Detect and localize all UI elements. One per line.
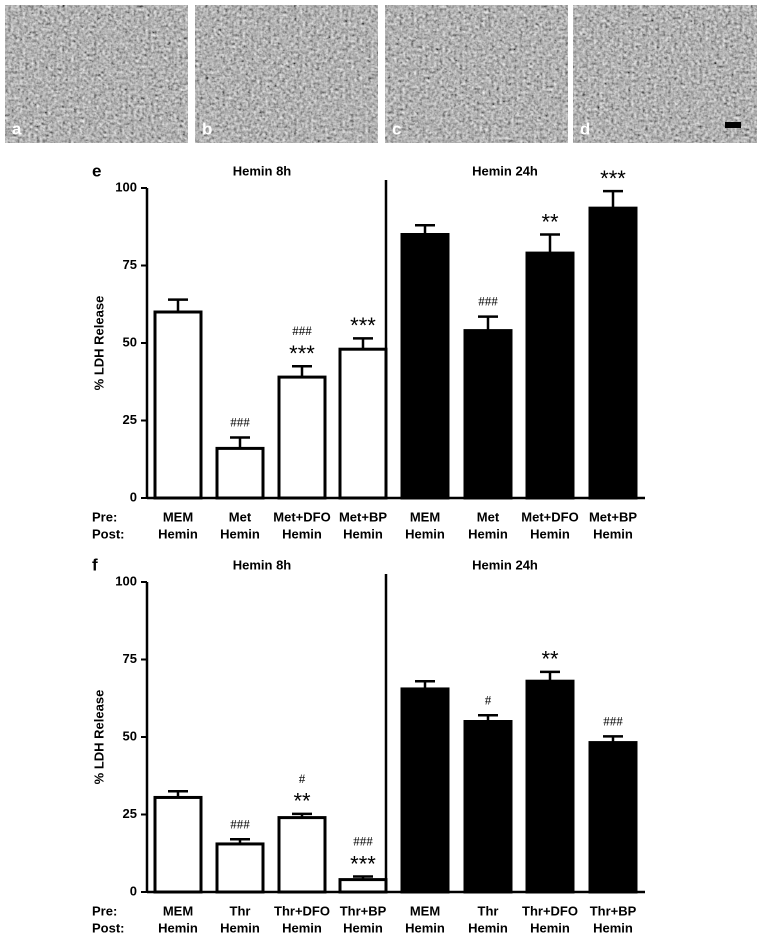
scale-bar: [725, 122, 741, 128]
x-tick-label: Met+DFO: [521, 509, 578, 524]
bar: [463, 329, 513, 500]
bar: [588, 741, 638, 894]
micrograph: [5, 5, 188, 143]
x-tick-label: Thr+BP: [590, 903, 637, 918]
significance-mark: ***: [600, 166, 626, 191]
x-tick-label: Hemin: [468, 526, 508, 541]
x-tick-label: Hemin: [405, 920, 445, 935]
y-tick-label: 50: [123, 334, 137, 349]
y-tick-label: 100: [115, 179, 137, 194]
x-tick-label: Thr: [230, 903, 251, 918]
x-tick-label: Met: [229, 509, 252, 524]
x-tick-label: Hemin: [593, 920, 633, 935]
x-tick-label: Hemin: [158, 920, 198, 935]
x-tick-label: Hemin: [343, 526, 383, 541]
bar: [338, 347, 388, 500]
significance-mark: ***: [289, 341, 315, 366]
group-title: Hemin 24h: [472, 163, 538, 178]
row-label: Pre:: [92, 509, 117, 524]
y-axis-title: % LDH Release: [91, 296, 106, 391]
x-tick-label: MEM: [410, 903, 440, 918]
significance-mark: #: [485, 692, 492, 707]
x-tick-label: Hemin: [282, 920, 322, 935]
significance-mark: **: [541, 647, 559, 672]
significance-mark: ***: [350, 313, 376, 338]
bar: [277, 816, 327, 894]
bar: [215, 446, 265, 500]
y-tick-label: 0: [130, 489, 137, 504]
micrographs: a b c d: [5, 5, 757, 143]
group-title: Hemin 8h: [233, 163, 292, 178]
x-tick-label: Hemin: [282, 526, 322, 541]
significance-mark: ###: [353, 833, 373, 848]
bar: [463, 720, 513, 894]
row-label: Post:: [92, 920, 125, 935]
bar: [215, 842, 265, 894]
significance-mark: ###: [292, 323, 312, 338]
x-tick-label: MEM: [163, 903, 193, 918]
group-title: Hemin 24h: [472, 557, 538, 572]
significance-mark: **: [293, 789, 311, 814]
significance-mark: #: [299, 771, 306, 786]
row-label: Post:: [92, 526, 125, 541]
x-tick-label: Hemin: [405, 526, 445, 541]
x-tick-label: Met+BP: [339, 509, 387, 524]
y-tick-label: 75: [123, 257, 137, 272]
bar: [153, 310, 203, 500]
x-tick-label: MEM: [163, 509, 193, 524]
bar: [588, 206, 638, 500]
x-tick-label: Hemin: [220, 920, 260, 935]
x-tick-label: Hemin: [593, 526, 633, 541]
significance-mark: ###: [603, 713, 623, 728]
significance-mark: **: [541, 209, 559, 234]
significance-mark: ###: [230, 415, 250, 430]
bar: [338, 878, 388, 894]
x-tick-label: Thr+DFO: [522, 903, 578, 918]
y-tick-label: 25: [123, 412, 137, 427]
micrograph-label: c: [392, 119, 401, 138]
bar: [153, 795, 203, 894]
micrograph: [573, 5, 757, 143]
significance-mark: ***: [350, 851, 376, 876]
x-tick-label: Hemin: [468, 920, 508, 935]
bar: [525, 251, 575, 500]
y-tick-label: 0: [130, 883, 137, 898]
x-tick-label: Hemin: [530, 526, 570, 541]
y-tick-label: 75: [123, 651, 137, 666]
bar: [400, 687, 450, 894]
panel-label: e: [92, 161, 101, 180]
significance-mark: ###: [230, 816, 250, 831]
row-label: Pre:: [92, 903, 117, 918]
x-tick-label: Thr+DFO: [274, 903, 330, 918]
y-axis-title: % LDH Release: [91, 690, 106, 785]
y-tick-label: 50: [123, 728, 137, 743]
micrograph-label: a: [12, 119, 22, 138]
x-tick-label: Met+BP: [589, 509, 637, 524]
x-tick-label: Hemin: [343, 920, 383, 935]
micrograph-label: d: [580, 119, 590, 138]
panel-label: f: [92, 555, 98, 574]
micrograph: [385, 5, 568, 143]
bar: [525, 679, 575, 894]
x-tick-label: Hemin: [530, 920, 570, 935]
x-tick-label: Thr+BP: [340, 903, 387, 918]
x-tick-label: Thr: [478, 903, 499, 918]
bar: [400, 233, 450, 500]
significance-mark: ###: [478, 294, 498, 309]
x-tick-label: MEM: [410, 509, 440, 524]
group-title: Hemin 8h: [233, 557, 292, 572]
y-tick-label: 100: [115, 573, 137, 588]
bar: [277, 375, 327, 500]
x-tick-label: Hemin: [158, 526, 198, 541]
micrograph-label: b: [202, 119, 212, 138]
y-tick-label: 25: [123, 806, 137, 821]
x-tick-label: Met: [477, 509, 500, 524]
x-tick-label: Met+DFO: [273, 509, 330, 524]
x-tick-label: Hemin: [220, 526, 260, 541]
micrograph: [195, 5, 378, 143]
